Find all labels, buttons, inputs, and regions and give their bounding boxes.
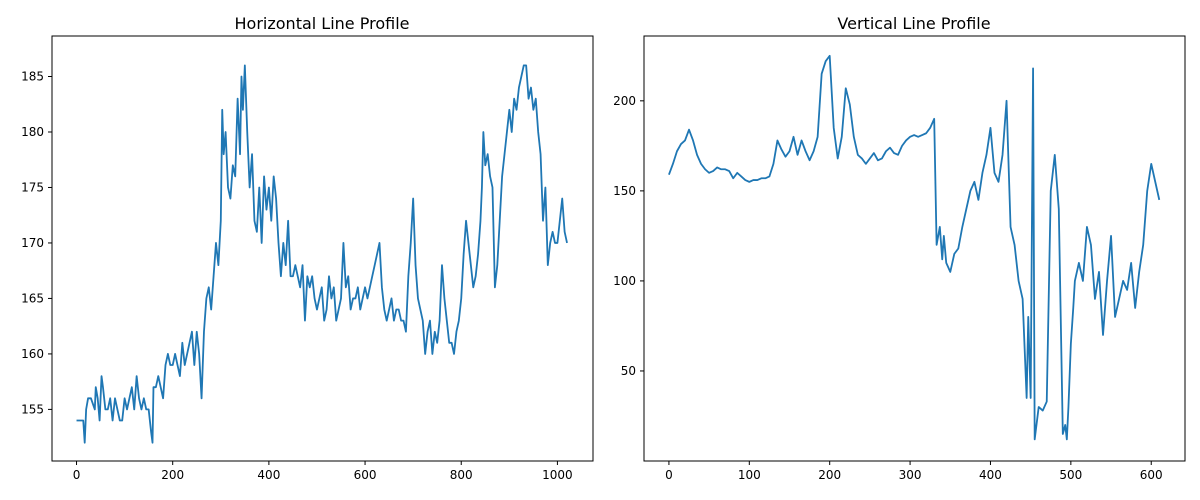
horizontal-profile-y-tick-label: 155: [21, 402, 44, 416]
vertical-profile-x-tick-label: 600: [1140, 468, 1163, 482]
horizontal-profile-panel: Horizontal Line Profile 0 200 400 600 800 100…: [21, 14, 594, 482]
vertical-profile-x-tick-label: 100: [738, 468, 761, 482]
horizontal-profile-plot-area: 0 200 400 600 800 1000 155 160 165 170 175 180 185: [21, 64, 573, 482]
vertical-profile-x-tick-label: 300: [899, 468, 922, 482]
vertical-profile-x-tick-label: 400: [979, 468, 1002, 482]
vertical-profile-y-tick-label: 150: [613, 184, 636, 198]
horizontal-profile-y-tick-label: 165: [21, 291, 44, 305]
horizontal-profile-y-tick-label: 185: [21, 70, 44, 84]
vertical-profile-y-tick-label: 200: [613, 94, 636, 108]
vertical-profile-y-tick-label: 100: [613, 274, 636, 288]
vertical-profile-x-tick-label: 500: [1059, 468, 1082, 482]
vertical-profile-title: Vertical Line Profile: [837, 14, 990, 33]
horizontal-profile-axes-frame: [51, 35, 594, 462]
vertical-profile-plot-area: 0 100 200 300 400 500 600 50 100 150 200: [613, 54, 1163, 482]
vertical-profile-panel: Vertical Line Profile 0 100 200 300 400 500 60…: [613, 14, 1186, 482]
vertical-profile-series-line: [668, 54, 1161, 441]
horizontal-profile-x-tick-label: 0: [73, 468, 81, 482]
vertical-profile-axes-frame: [643, 35, 1186, 462]
horizontal-profile-x-tick-label: 400: [257, 468, 280, 482]
vertical-profile-y-tick-label: 50: [621, 364, 636, 378]
horizontal-profile-y-tick-label: 175: [21, 180, 44, 194]
vertical-profile-x-tick-label: 0: [665, 468, 673, 482]
horizontal-profile-x-tick-label: 800: [450, 468, 473, 482]
horizontal-profile-y-tick-label: 160: [21, 347, 44, 361]
horizontal-profile-x-tick-label: 1000: [542, 468, 573, 482]
horizontal-profile-title: Horizontal Line Profile: [235, 14, 410, 33]
vertical-profile-x-tick-label: 200: [818, 468, 841, 482]
horizontal-profile-y-tick-label: 170: [21, 236, 44, 250]
horizontal-profile-x-tick-label: 200: [161, 468, 184, 482]
horizontal-profile-x-tick-label: 600: [354, 468, 377, 482]
horizontal-profile-y-tick-label: 180: [21, 125, 44, 139]
horizontal-profile-series-line: [76, 64, 568, 444]
